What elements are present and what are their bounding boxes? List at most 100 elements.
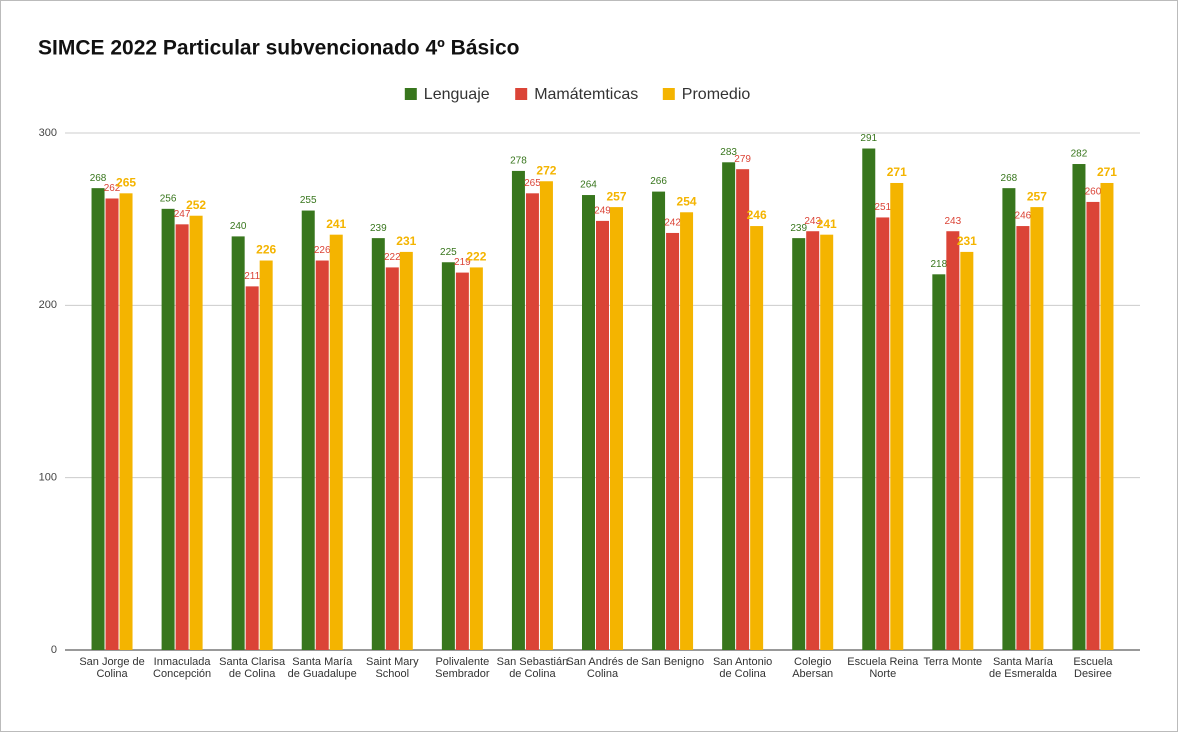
legend-label: Mamátemticas [534, 86, 638, 103]
bar [876, 217, 890, 650]
bar [231, 236, 245, 650]
data-label: 265 [116, 175, 136, 189]
x-tick-label: San Benigno [641, 656, 704, 668]
x-tick-label: Santa María de Esmeralda [989, 656, 1058, 680]
bar [539, 181, 553, 650]
legend-swatch [404, 88, 417, 100]
bar [1002, 188, 1016, 650]
data-label: 283 [720, 147, 737, 158]
legend: Lenguaje Mamátemticas Promedio [404, 86, 751, 103]
bar [245, 286, 259, 650]
data-label: 282 [1071, 149, 1088, 160]
data-label: 222 [466, 250, 486, 264]
y-tick-label: 0 [51, 644, 57, 656]
bar [862, 148, 876, 650]
data-label: 246 [747, 208, 767, 222]
x-tick-label: San Sebastián de Colina [497, 656, 569, 680]
bar [806, 231, 820, 651]
data-label: 239 [370, 223, 387, 234]
bar [315, 260, 329, 650]
y-tick-label: 300 [39, 127, 57, 139]
x-tick-label: Escuela Reina Norte [847, 656, 919, 680]
bar [610, 207, 623, 650]
data-label: 266 [650, 176, 667, 187]
x-tick-label: San Andrés de Colina [566, 656, 638, 680]
bar [161, 208, 175, 650]
bar [666, 232, 680, 650]
data-label: 231 [957, 234, 977, 248]
y-tick-label: 100 [39, 472, 57, 484]
bar [511, 170, 525, 650]
data-label: 254 [677, 194, 697, 208]
bar [329, 234, 343, 650]
bar [596, 220, 609, 650]
bar [722, 162, 736, 650]
bar [399, 251, 413, 650]
bar [525, 193, 539, 651]
data-label: 255 [300, 195, 317, 206]
legend-label: Promedio [682, 86, 751, 103]
bar [1016, 226, 1030, 650]
legend-swatch [515, 88, 528, 100]
x-tick-label: Santa María de Guadalupe [288, 656, 357, 680]
data-label: 252 [186, 198, 206, 212]
data-label: 243 [804, 216, 821, 227]
data-label: 226 [256, 243, 276, 257]
data-label: 271 [1097, 165, 1117, 179]
data-label: 272 [536, 163, 556, 177]
bar [736, 169, 750, 650]
bar [1086, 201, 1100, 650]
y-tick-label: 200 [39, 299, 57, 311]
x-tick-label: San Jorge de Colina [79, 656, 144, 680]
bar [1072, 164, 1086, 650]
bar [385, 267, 399, 650]
data-label: 225 [440, 247, 457, 258]
bar [582, 195, 595, 651]
bar [1100, 182, 1114, 650]
data-label: 243 [944, 216, 961, 227]
bar [119, 193, 133, 651]
data-label: 241 [817, 217, 837, 231]
x-tick-label: Inmaculada Concepción [153, 656, 211, 680]
data-label: 262 [104, 183, 121, 194]
data-label: 240 [230, 221, 247, 232]
data-label: 291 [860, 133, 877, 144]
bar [890, 182, 904, 650]
bar [1030, 207, 1044, 650]
legend-swatch [662, 88, 675, 100]
bar [469, 267, 483, 650]
bar [652, 191, 666, 651]
bar [105, 198, 119, 650]
data-label: 241 [326, 217, 346, 231]
x-tick-label: San Antonio de Colina [713, 656, 772, 680]
legend-label: Lenguaje [424, 86, 490, 103]
data-label: 265 [524, 178, 541, 189]
data-label: 246 [1015, 211, 1032, 222]
data-label: 257 [1027, 189, 1047, 203]
bar [946, 231, 960, 651]
data-label: 226 [314, 245, 331, 256]
x-tick-label: Colegio Abersan [792, 656, 833, 680]
bar [371, 238, 385, 650]
data-label: 242 [664, 218, 681, 229]
x-tick-label: Terra Monte [923, 656, 982, 668]
data-label: 222 [384, 252, 401, 263]
bar [750, 226, 764, 650]
bar [189, 215, 203, 650]
data-label: 271 [887, 165, 907, 179]
bar [820, 234, 834, 650]
bar [441, 262, 455, 650]
data-label: 249 [594, 206, 611, 217]
x-tick-label: Santa Clarisa de Colina [219, 656, 286, 680]
bar [259, 260, 273, 650]
x-tick-label: Polivalente Sembrador [435, 656, 490, 680]
data-label: 279 [734, 154, 751, 165]
data-label: 257 [606, 189, 626, 203]
bar [960, 251, 974, 650]
bar [301, 210, 315, 651]
bar [932, 274, 946, 650]
bar [91, 188, 105, 650]
data-label: 251 [874, 202, 891, 213]
data-label: 268 [1001, 173, 1018, 184]
